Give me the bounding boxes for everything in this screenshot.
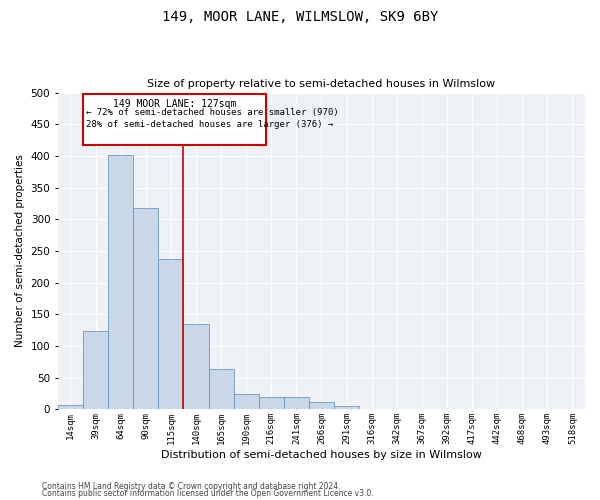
Text: Contains HM Land Registry data © Crown copyright and database right 2024.: Contains HM Land Registry data © Crown c…	[42, 482, 341, 491]
FancyBboxPatch shape	[83, 94, 266, 144]
Y-axis label: Number of semi-detached properties: Number of semi-detached properties	[15, 154, 25, 348]
Bar	[334, 406, 359, 409]
X-axis label: Distribution of semi-detached houses by size in Wilmslow: Distribution of semi-detached houses by …	[161, 450, 482, 460]
Bar	[233, 394, 259, 409]
Bar	[460, 409, 485, 410]
Bar	[359, 409, 384, 410]
Title: Size of property relative to semi-detached houses in Wilmslow: Size of property relative to semi-detach…	[148, 79, 496, 89]
Bar	[309, 402, 334, 409]
Bar	[209, 369, 233, 410]
Text: Contains public sector information licensed under the Open Government Licence v3: Contains public sector information licen…	[42, 489, 374, 498]
Bar	[535, 409, 560, 410]
Text: 149 MOOR LANE: 127sqm: 149 MOOR LANE: 127sqm	[113, 99, 236, 109]
Text: 28% of semi-detached houses are larger (376) →: 28% of semi-detached houses are larger (…	[86, 120, 333, 129]
Bar	[133, 208, 158, 410]
Text: ← 72% of semi-detached houses are smaller (970): ← 72% of semi-detached houses are smalle…	[86, 108, 338, 118]
Text: 149, MOOR LANE, WILMSLOW, SK9 6BY: 149, MOOR LANE, WILMSLOW, SK9 6BY	[162, 10, 438, 24]
Bar	[108, 156, 133, 410]
Bar	[259, 396, 284, 409]
Bar	[184, 324, 209, 410]
Bar	[284, 398, 309, 409]
Bar	[83, 332, 108, 409]
Bar	[158, 258, 184, 410]
Bar	[58, 405, 83, 409]
